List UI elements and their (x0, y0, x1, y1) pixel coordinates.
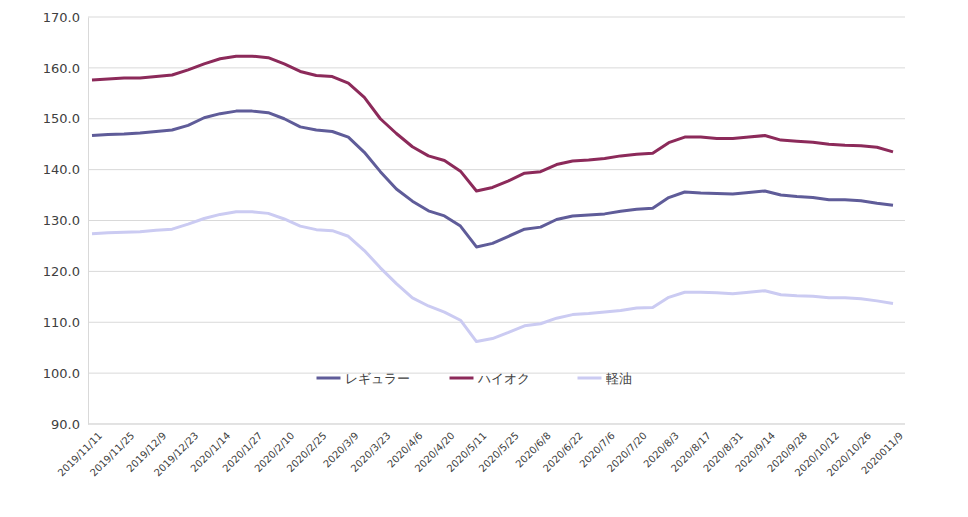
legend-label: レギュラー (345, 371, 410, 386)
y-tick: 90.0 (51, 417, 88, 432)
x-tick-label: 2020/3/23 (349, 430, 393, 474)
x-tick: 2020/2/25 (285, 424, 329, 474)
series-line (92, 56, 893, 191)
legend: レギュラー ハイオク 軽油 (317, 371, 632, 386)
x-tick: 2020/7/20 (605, 424, 649, 474)
y-tick: 160.0 (43, 61, 88, 76)
grid-line (88, 17, 905, 18)
legend-key (317, 377, 341, 380)
y-tick: 110.0 (43, 315, 88, 330)
chart: 90.0 100.0 110.0 120.0 130.0 140.0 150.0 160.0 1… (0, 0, 968, 517)
y-tick-label: 140.0 (43, 162, 80, 177)
x-tick: 2020011/9 (859, 424, 905, 476)
legend-label: 軽油 (606, 371, 632, 386)
grid-line (88, 322, 905, 323)
grid (88, 17, 905, 424)
y-tick-label: 90.0 (51, 417, 80, 432)
y-tick-label: 100.0 (43, 366, 80, 381)
y-tick: 150.0 (43, 111, 88, 126)
grid-line (88, 424, 905, 425)
y-tick: 140.0 (43, 162, 88, 177)
y-axis-line (88, 18, 89, 425)
x-tick-label: 2020/7/20 (605, 430, 649, 474)
y-tick: 120.0 (43, 264, 88, 279)
x-tick: 2020/3/23 (349, 424, 393, 474)
x-axis: 2019/11/112019/11/252019/12/92019/12/232… (56, 424, 906, 479)
y-tick: 170.0 (43, 10, 88, 25)
x-tick: 2020/5/25 (477, 424, 521, 474)
y-tick-label: 160.0 (43, 61, 80, 76)
y-tick-label: 170.0 (43, 10, 80, 25)
series-line (92, 111, 893, 247)
legend-key (578, 377, 602, 380)
legend-label: ハイオク (477, 371, 530, 386)
grid-line (88, 169, 905, 170)
grid-line (88, 220, 905, 221)
grid-line (88, 67, 905, 68)
y-tick: 130.0 (43, 213, 88, 228)
x-axis-line (88, 424, 905, 425)
legend-key (450, 377, 474, 380)
y-tick-label: 150.0 (43, 111, 80, 126)
y-axis: 90.0 100.0 110.0 120.0 130.0 140.0 150.0 160.0 1… (43, 10, 89, 432)
grid-line (88, 118, 905, 119)
grid-line (88, 271, 905, 272)
legend-item: レギュラー (317, 371, 410, 386)
y-tick-label: 130.0 (43, 213, 80, 228)
x-tick-label: 2020/5/25 (477, 430, 521, 474)
legend-item: ハイオク (450, 371, 530, 386)
x-tick-label: 2020/6/22 (541, 430, 585, 474)
y-tick-label: 120.0 (43, 264, 80, 279)
x-tick: 2020/6/22 (541, 424, 585, 474)
plot-area (92, 56, 893, 341)
y-tick-label: 110.0 (43, 315, 80, 330)
x-tick-label: 2020/2/25 (285, 430, 329, 474)
legend-item: 軽油 (578, 371, 632, 386)
series-line (92, 212, 893, 342)
y-tick: 100.0 (43, 366, 88, 381)
x-tick-label: 2020011/9 (859, 430, 905, 476)
